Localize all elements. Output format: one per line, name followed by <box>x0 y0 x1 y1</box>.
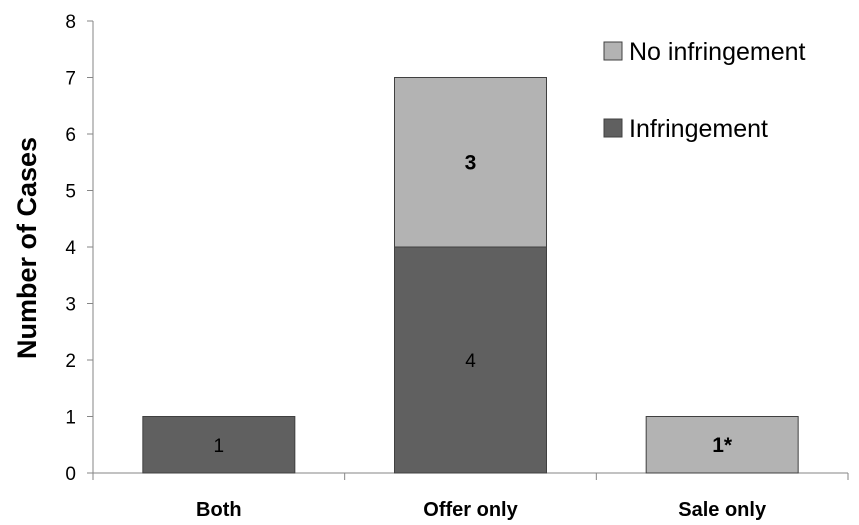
bar-segment-infringement <box>142 416 296 474</box>
legend: No infringement Infringement <box>603 38 806 143</box>
y-tick-label: 5 <box>65 182 76 203</box>
bar-data-label: 3 <box>465 151 477 174</box>
legend-label: No infringement <box>629 38 806 66</box>
y-tick-label: 4 <box>65 238 76 259</box>
bar-segment-no-infringement <box>645 416 799 474</box>
legend-swatch <box>603 118 623 138</box>
y-tick-label: 3 <box>65 295 76 316</box>
bar-segment-infringement <box>394 246 547 474</box>
x-category-label: Both <box>196 499 242 521</box>
y-tick-label: 6 <box>65 125 76 146</box>
x-category-label: Sale only <box>678 499 767 521</box>
legend-label: Infringement <box>629 115 768 143</box>
y-axis-title: Number of Cases <box>12 137 42 359</box>
y-tick-label: 7 <box>65 69 76 90</box>
x-category-label: Offer only <box>423 499 518 521</box>
y-tick-label: 0 <box>65 464 76 485</box>
plot-area: 0 1 2 3 4 5 6 7 8 Both Offer only Sale only 1 4 3 1* <box>65 12 849 521</box>
bar-segment-no-infringement <box>394 77 547 248</box>
bar-data-label: 4 <box>465 351 476 372</box>
y-tick-label: 1 <box>65 408 76 429</box>
bar-data-label: 1* <box>712 434 733 457</box>
legend-swatch <box>603 41 623 61</box>
y-tick-label: 2 <box>65 351 76 372</box>
y-tick-label: 8 <box>65 12 76 33</box>
bar-data-label: 1 <box>214 436 225 457</box>
